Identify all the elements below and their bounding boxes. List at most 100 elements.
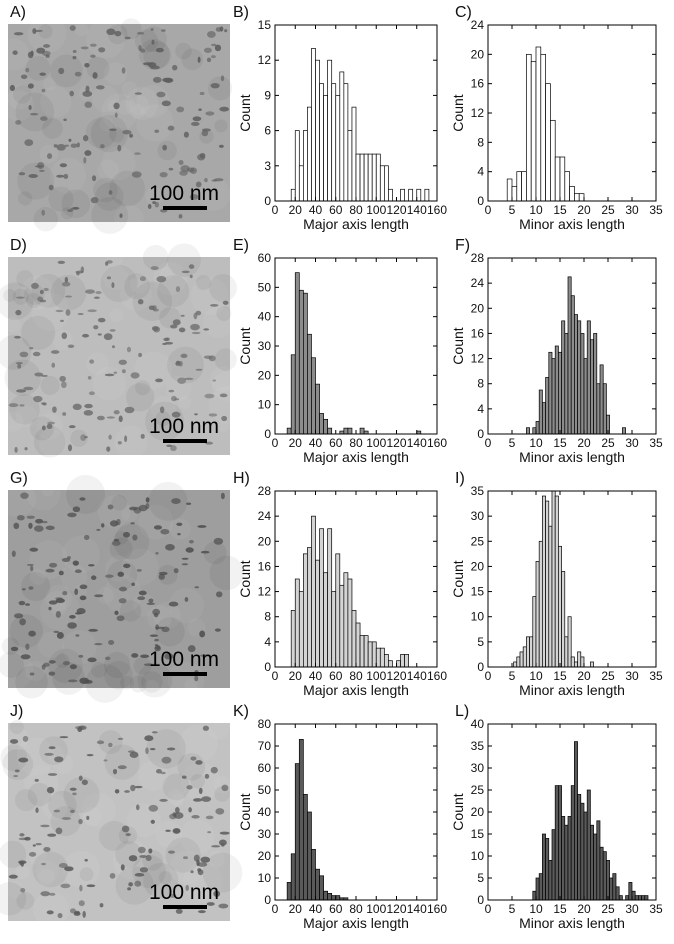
micrograph-texture: [79, 867, 94, 882]
y-tick-label: 4: [264, 635, 271, 649]
particle-spot: [58, 862, 68, 869]
micrograph-texture: [15, 92, 55, 132]
particle-spot: [88, 628, 99, 632]
particle-spot: [39, 169, 45, 172]
histogram-bar: [612, 873, 617, 901]
particle-spot: [109, 872, 116, 879]
histogram-bar: [384, 654, 389, 668]
particle-spot: [206, 30, 216, 38]
particle-spot: [15, 309, 22, 316]
particle-spot: [204, 177, 208, 183]
particle-spot: [39, 289, 44, 295]
micrograph-texture: [98, 730, 123, 755]
histogram-bar: [319, 83, 324, 202]
histogram-bar: [327, 893, 333, 901]
histogram-bar: [644, 895, 649, 901]
micrograph-texture: [65, 474, 106, 515]
particle-spot: [82, 90, 93, 97]
histogram-bar: [400, 654, 405, 668]
x-axis-title: Minor axis length: [519, 449, 625, 465]
histogram-bar: [602, 851, 607, 901]
particle-spot: [72, 50, 77, 53]
particle-spot: [122, 531, 131, 538]
micrograph-texture: [16, 737, 55, 776]
y-tick-label: 0: [477, 427, 484, 441]
particle-spot: [48, 184, 54, 191]
y-tick-label: 20: [258, 368, 272, 382]
micrograph-texture: [33, 206, 59, 232]
micrograph-texture: [0, 651, 34, 690]
micrograph-texture: [146, 729, 186, 769]
particle-spot: [205, 441, 214, 445]
particle-spot: [117, 765, 127, 770]
particle-spot: [43, 287, 49, 292]
particle-spot: [155, 551, 159, 555]
particle-spot: [82, 135, 89, 142]
histogram-bar: [609, 877, 614, 901]
histogram-bar: [558, 545, 562, 668]
particle-spot: [32, 351, 41, 357]
particle-spot: [175, 361, 181, 366]
particle-spot: [222, 300, 229, 305]
particle-spot: [41, 425, 46, 431]
micrograph-texture: [26, 475, 61, 511]
particle-spot: [85, 85, 90, 93]
particle-spot: [138, 352, 142, 358]
histogram-bar: [327, 528, 333, 668]
particle-spot: [191, 331, 201, 335]
x-tick-label: 35: [649, 669, 663, 683]
particle-spot: [113, 410, 120, 415]
micrograph-texture: [208, 385, 247, 424]
histogram-bar: [404, 654, 410, 668]
particle-spot: [138, 590, 147, 596]
y-tick-label: 20: [258, 849, 272, 863]
histogram-bar: [599, 364, 604, 435]
particle-spot: [67, 209, 74, 212]
histogram-bar: [545, 500, 550, 668]
particle-spot: [219, 144, 224, 148]
y-axis-title: Count: [237, 793, 253, 830]
particle-spot: [171, 498, 181, 505]
particle-spot: [148, 848, 153, 854]
micrograph-texture: [153, 601, 181, 630]
particle-spot: [20, 74, 28, 80]
micrograph-texture: [4, 316, 21, 333]
particle-spot: [69, 787, 77, 791]
x-tick-label: 40: [309, 902, 323, 916]
x-tick-label: 20: [577, 203, 591, 217]
y-tick-label: 3: [264, 159, 271, 173]
y-tick-label: 10: [471, 849, 485, 863]
particle-spot: [189, 540, 194, 544]
particle-spot: [211, 845, 221, 848]
histogram-bar: [511, 185, 518, 202]
histogram-bar: [570, 785, 575, 901]
particle-spot: [97, 317, 106, 323]
particle-spot: [55, 598, 65, 604]
x-tick-label: 160: [427, 203, 447, 217]
x-tick-label: 140: [407, 203, 427, 217]
x-tick-label: 60: [329, 669, 343, 683]
particle-spot: [85, 289, 95, 294]
x-tick-label: 160: [427, 436, 447, 450]
particle-spot: [194, 675, 199, 682]
particle-spot: [41, 50, 51, 57]
particle-spot: [40, 116, 48, 121]
x-axis-title: Major axis length: [303, 449, 409, 465]
histogram-bar: [641, 895, 646, 901]
y-tick-label: 40: [258, 805, 272, 819]
histogram-bar: [307, 333, 312, 435]
histogram-bar: [375, 153, 381, 202]
micrograph-texture: [37, 868, 55, 886]
particle-spot: [106, 276, 112, 280]
particle-spot: [86, 884, 96, 888]
particle-spot: [210, 83, 220, 89]
particle-spot: [145, 747, 149, 755]
particle-spot: [90, 43, 97, 47]
particle-spot: [154, 201, 159, 208]
particle-spot: [94, 642, 103, 646]
histogram-bar: [315, 59, 320, 202]
histogram-bar: [303, 553, 308, 668]
micrograph-texture: [121, 548, 159, 586]
histogram-bar: [359, 635, 365, 668]
